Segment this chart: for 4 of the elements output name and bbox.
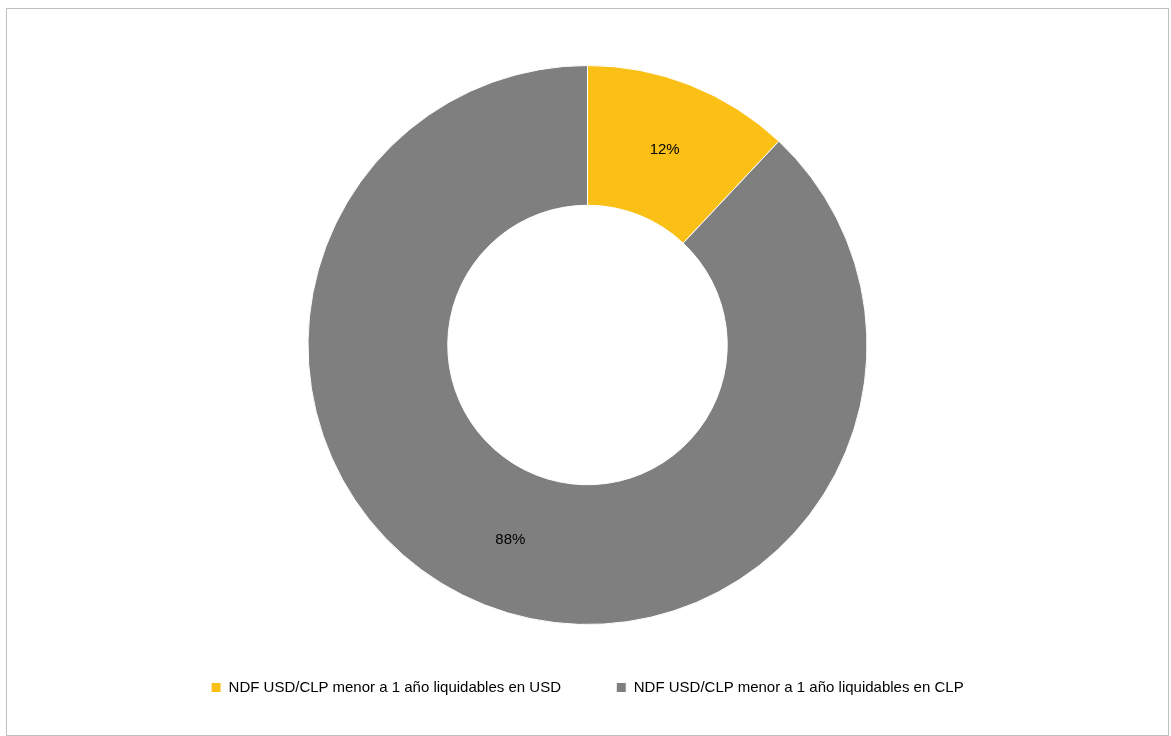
legend-label: NDF USD/CLP menor a 1 año liquidables en USD	[228, 677, 562, 695]
legend-label: NDF USD/CLP menor a 1 año liquidables en CLP	[633, 677, 964, 695]
data-label: 88%	[495, 530, 526, 548]
data-label: 12%	[649, 140, 680, 158]
